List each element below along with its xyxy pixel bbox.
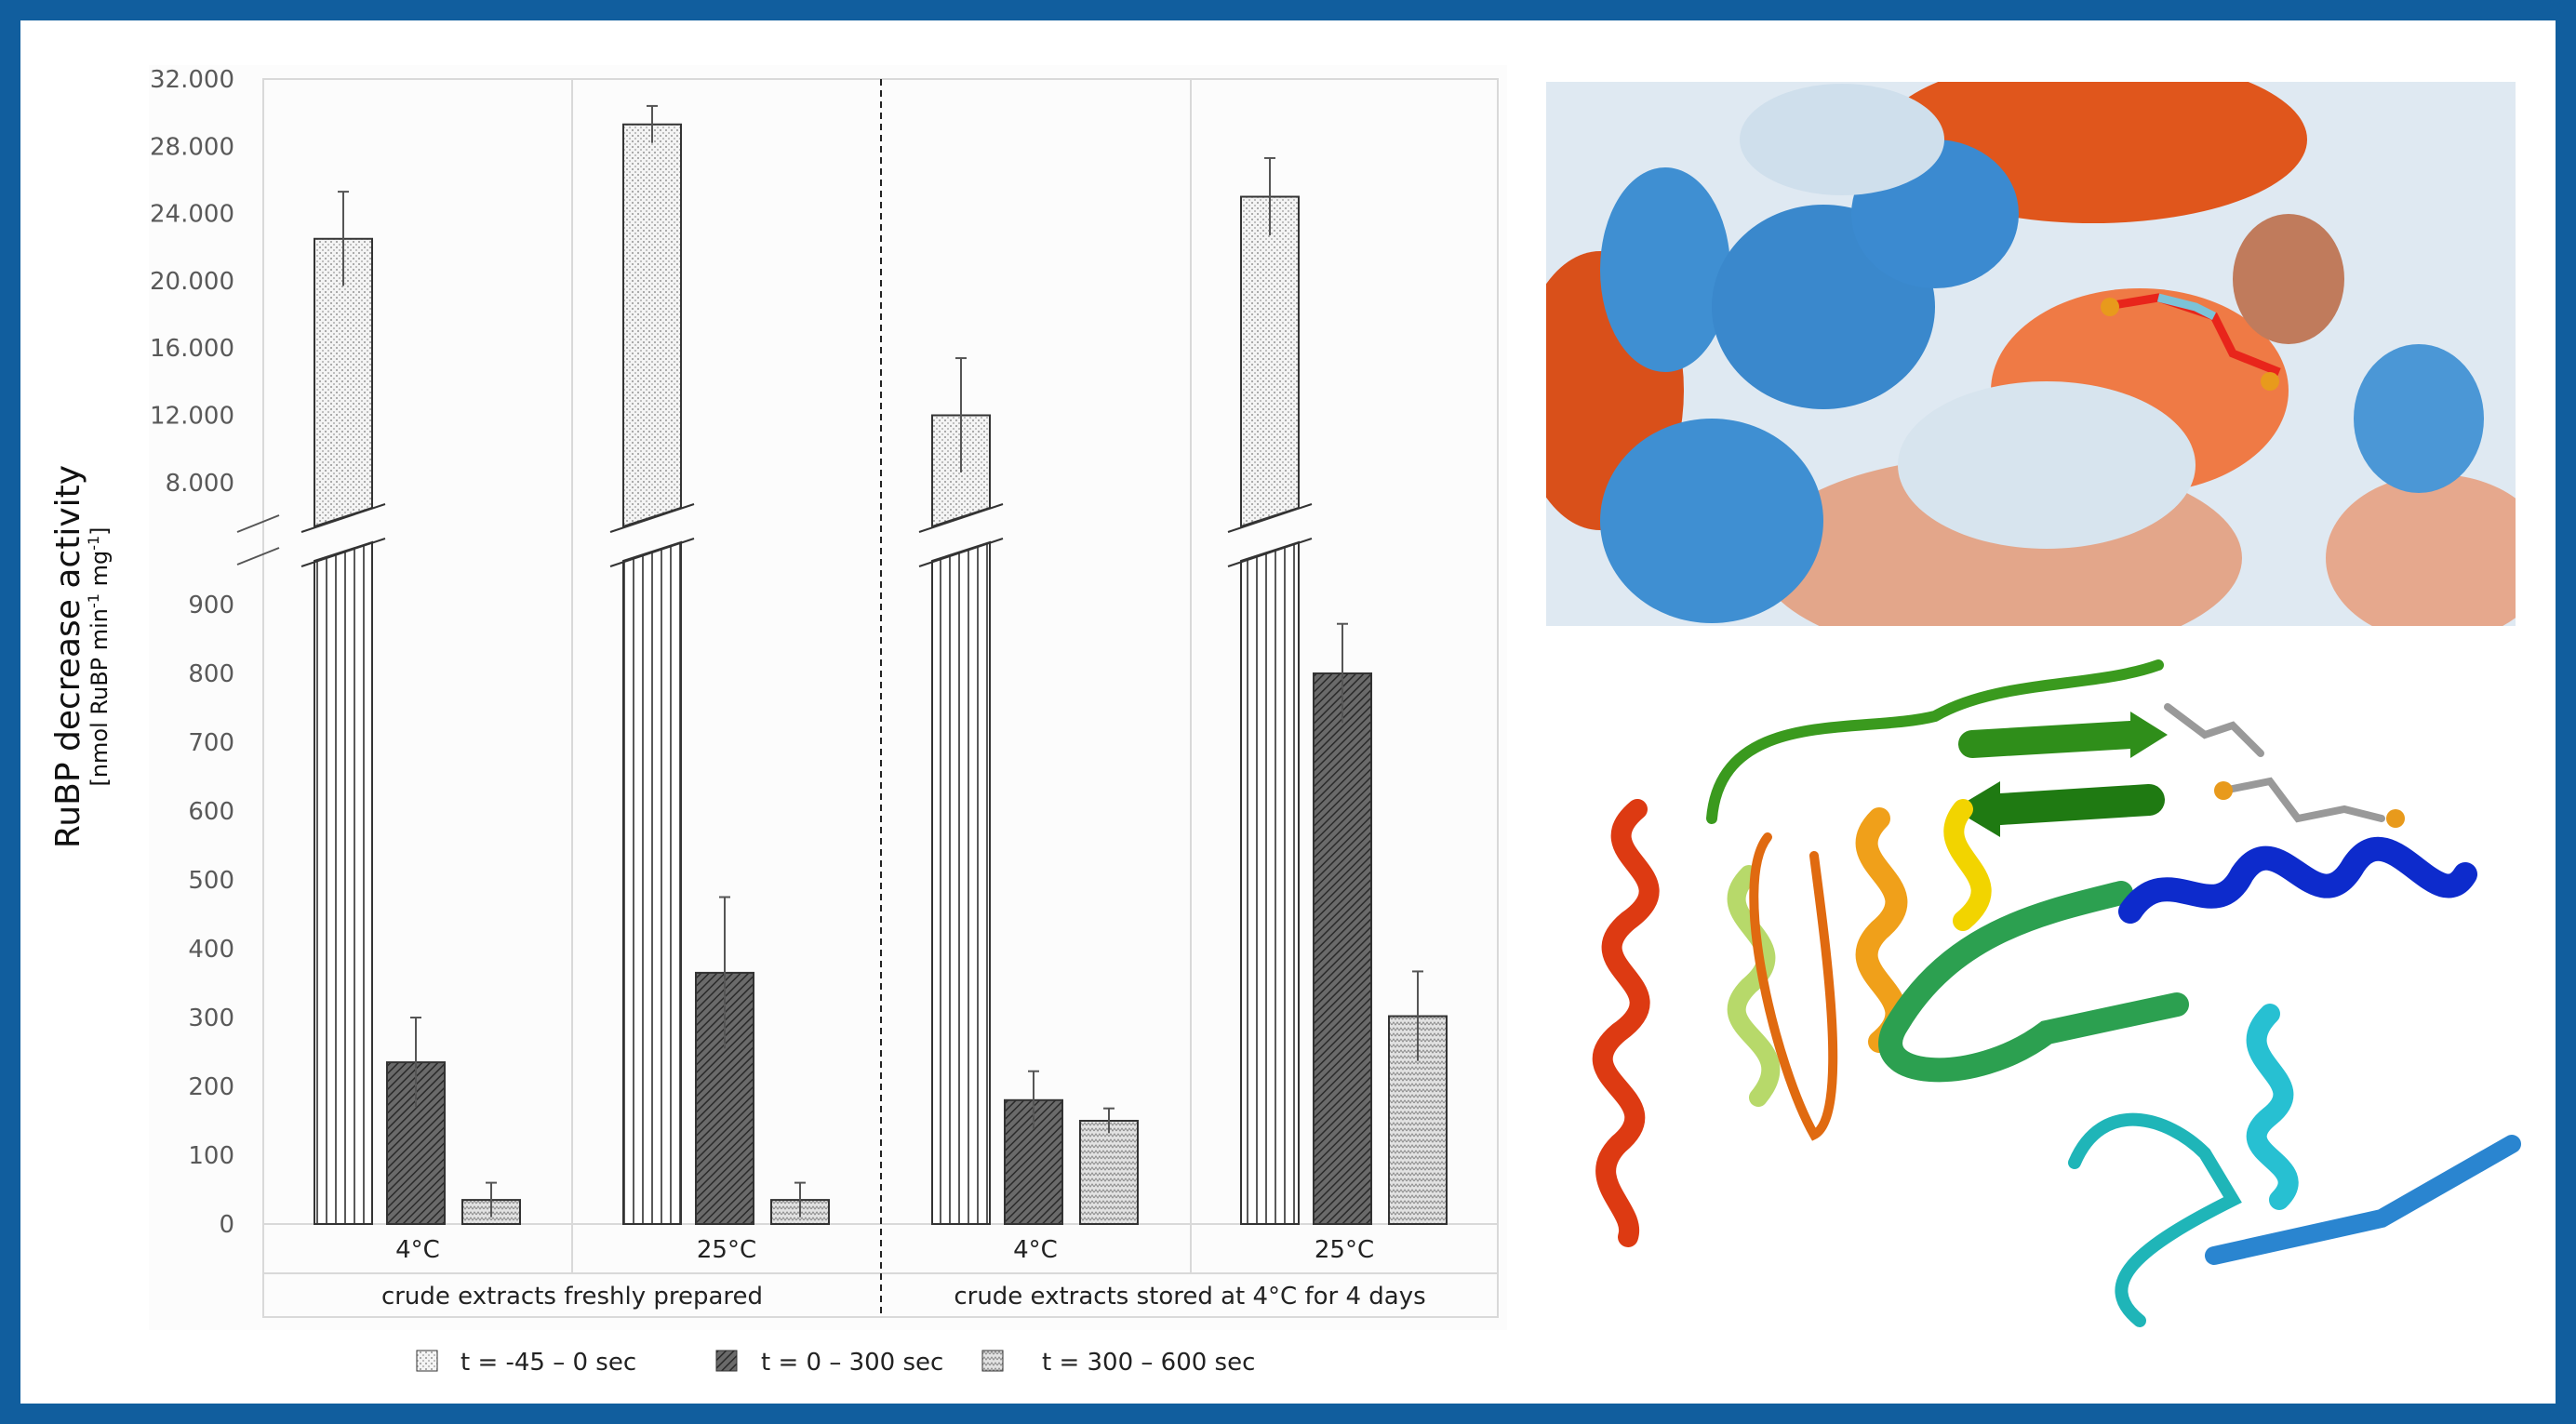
axis-break-mark	[236, 547, 280, 566]
protein-surface-image	[1546, 82, 2516, 626]
category-labels: 4°C 25°C 4°C 25°C crude extracts freshly…	[381, 1236, 1426, 1311]
bar-lower-t-45-0	[1240, 540, 1300, 1225]
group-label: crude extracts stored at 4°C for 4 days	[954, 1283, 1425, 1311]
legend: t = -45 – 0 sec t = 0 – 300 sec t = 300 …	[416, 1349, 1255, 1377]
bar-break-mark	[918, 538, 1004, 567]
legend-label: t = 0 – 300 sec	[761, 1349, 943, 1377]
bar-upper-t-45-0	[1240, 195, 1300, 528]
y-axis-unit: [nmol RuBP min-1 mg-1]	[85, 526, 113, 786]
y-tick-label: 600	[188, 798, 234, 826]
y-tick-label: 300	[188, 1005, 234, 1032]
bar-upper-t-45-0	[622, 123, 682, 528]
bar-break-mark	[1227, 538, 1313, 567]
y-tick-label: 500	[188, 867, 234, 895]
y-tick-label: 0	[219, 1211, 234, 1239]
legend-label: t = -45 – 0 sec	[460, 1349, 636, 1377]
category-label: 25°C	[697, 1236, 756, 1264]
legend-item: t = -45 – 0 sec	[416, 1349, 636, 1377]
y-tick-label: 16.000	[150, 335, 234, 363]
category-label: 25°C	[1315, 1236, 1374, 1264]
y-tick-label: 400	[188, 936, 234, 964]
legend-item: t = 300 – 600 sec	[981, 1349, 1255, 1377]
bar-lower-t-45-0	[622, 540, 682, 1225]
y-tick-label: 28.000	[150, 133, 234, 161]
category-label: 4°C	[395, 1236, 440, 1264]
bar-break-mark	[300, 503, 386, 533]
category-label: 4°C	[1013, 1236, 1058, 1264]
y-tick-label: 20.000	[150, 268, 234, 296]
y-tick-label: 12.000	[150, 403, 234, 431]
y-tick-label: 8.000	[166, 470, 234, 498]
y-tick-label: 800	[188, 660, 234, 688]
y-axis-label: RuBP decrease activity	[49, 465, 87, 848]
axis-break-mark	[236, 514, 280, 533]
y-axis-title: RuBP decrease activity [nmol RuBP min-1 …	[49, 465, 113, 848]
y-tick-label: 100	[188, 1142, 234, 1170]
bars	[300, 104, 1448, 1226]
legend-swatch-light	[981, 1350, 1004, 1372]
bar-lower-t-45-0	[314, 540, 373, 1225]
y-tick-label: 24.000	[150, 201, 234, 229]
protein-ribbon-image	[1592, 659, 2521, 1327]
bar-t-300-600	[1079, 1120, 1139, 1225]
y-tick-label: 700	[188, 729, 234, 757]
group-label: crude extracts freshly prepared	[381, 1283, 763, 1311]
bar-break-mark	[1227, 503, 1313, 533]
bar-break-mark	[609, 538, 695, 567]
bar-lower-t-45-0	[931, 540, 991, 1225]
legend-swatch-dots	[416, 1350, 438, 1372]
bar-break-mark	[300, 538, 386, 567]
y-tick-label: 32.000	[150, 66, 234, 94]
legend-swatch-dark	[715, 1350, 738, 1372]
y-axis-ticks: 8.000 12.000 16.000 20.000 24.000 28.000 32.00…	[150, 66, 234, 1239]
legend-item: t = 0 – 300 sec	[715, 1349, 943, 1377]
bar-break-mark	[609, 503, 695, 533]
bar-t-0-300	[1313, 672, 1372, 1225]
y-tick-label: 200	[188, 1073, 234, 1101]
y-tick-label: 900	[188, 592, 234, 619]
bar-break-mark	[918, 503, 1004, 533]
legend-label: t = 300 – 600 sec	[1042, 1349, 1255, 1377]
